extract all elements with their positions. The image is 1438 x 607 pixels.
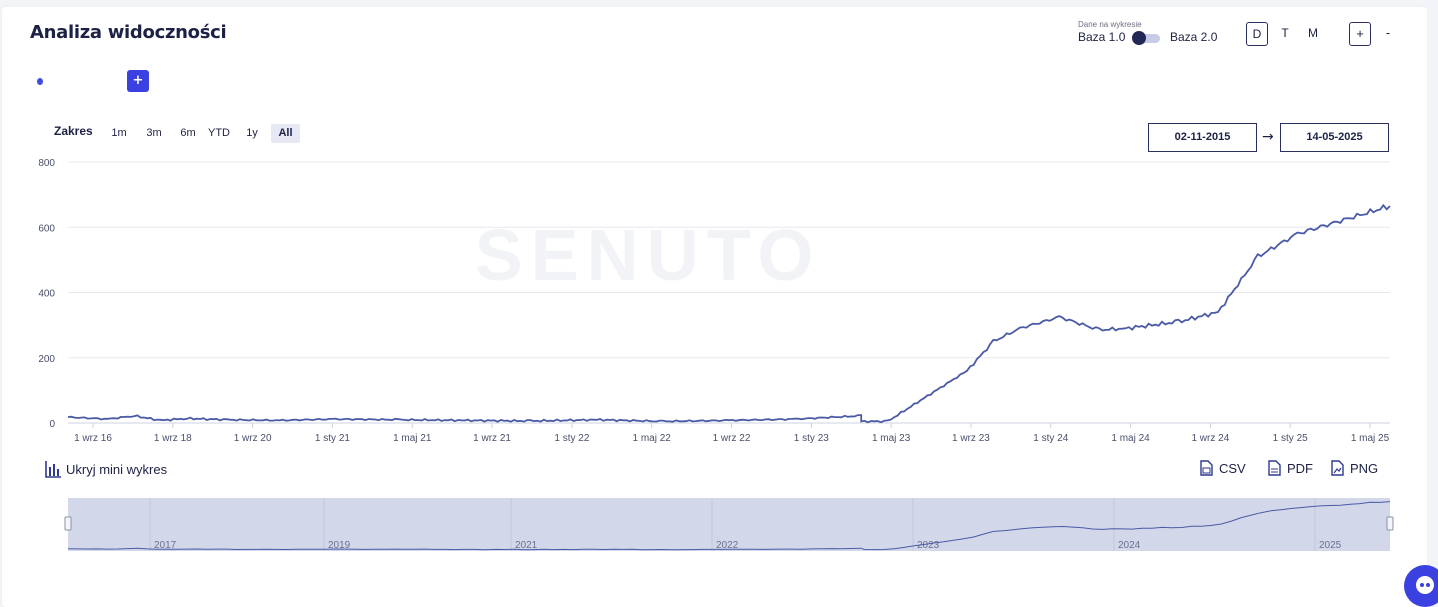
x-tick-label: 1 wrz 23 [952,433,990,444]
chat-icon [1416,576,1434,594]
x-tick-label: 1 wrz 20 [234,433,272,444]
range-all-button[interactable]: All [271,124,300,143]
navigator-year-label: 2021 [515,540,538,551]
period-month-button[interactable]: M [1308,26,1318,40]
add-domain-button[interactable]: + [127,70,149,92]
period-week-button[interactable]: T [1281,26,1289,40]
range-3m-button[interactable]: 3m [146,127,162,139]
y-axis: 0 200 400 600 800 [38,158,55,430]
y-tick-label: 800 [38,158,55,169]
navigator-year-label: 2022 [716,540,739,551]
date-to-input[interactable]: 14-05-2025 [1280,123,1389,152]
png-label: PNG [1350,460,1379,476]
csv-file-icon [1200,460,1213,476]
range-1y-button[interactable]: 1y [246,127,258,139]
x-tick-label: 1 maj 23 [872,433,911,444]
x-tick-label: 1 sty 21 [315,433,350,444]
navigator-selection[interactable] [68,498,1390,551]
x-tick-label: 1 sty 24 [1033,433,1068,444]
hide-mini-chart-label: Ukryj mini wykres [66,461,168,477]
x-tick-label: 1 wrz 16 [74,433,112,444]
export-csv-button[interactable]: CSV [1200,460,1246,476]
baza1-label: Baza 1.0 [1078,30,1126,44]
x-tick-label: 1 sty 23 [794,433,829,444]
x-tick-label: 1 maj 21 [393,433,432,444]
database-toggle[interactable] [1132,31,1160,45]
navigator-year-label: 2019 [328,540,351,551]
data-source-label: Dane na wykresie [1078,20,1142,29]
zoom-in-button[interactable]: + [1349,22,1371,46]
csv-label: CSV [1219,460,1246,476]
page-title: Analiza widoczności [30,22,227,43]
x-axis: 1 wrz 16 1 wrz 18 1 wrz 20 1 sty 21 1 maj 21… [74,423,1390,444]
visibility-series-line [67,203,1391,424]
x-tick-label: 1 maj 24 [1111,433,1150,444]
chart-grid [68,161,1390,424]
range-label: Zakres [54,124,93,138]
navigator-year-label: 2025 [1319,540,1342,551]
date-arrow: → [1262,129,1274,145]
y-tick-label: 0 [49,419,55,430]
chart-bars-icon [45,461,61,478]
y-tick-label: 200 [38,354,55,365]
watermark: SENUTO [475,216,822,296]
date-from-input[interactable]: 02-11-2015 [1148,123,1257,152]
y-tick-label: 400 [38,289,55,300]
pdf-file-icon [1268,460,1281,476]
x-tick-label: 1 sty 25 [1273,433,1308,444]
navigator-year-label: 2017 [154,540,177,551]
x-tick-label: 1 wrz 22 [713,433,751,444]
export-png-button[interactable]: PNG [1331,460,1378,476]
navigator[interactable]: 2017 2019 2021 2022 2023 2024 2025 [64,498,1394,551]
export-pdf-button[interactable]: PDF [1268,460,1313,476]
x-tick-label: 1 wrz 21 [473,433,511,444]
x-tick-label: 1 wrz 24 [1191,433,1229,444]
chat-widget-button[interactable] [1404,565,1438,607]
baza2-label: Baza 2.0 [1170,30,1218,44]
pdf-label: PDF [1287,460,1313,476]
x-tick-label: 1 sty 22 [554,433,589,444]
navigator-year-label: 2024 [1118,540,1141,551]
toggle-track [1136,34,1160,43]
zoom-out-button[interactable]: - [1385,25,1391,40]
range-ytd-button[interactable]: YTD [208,127,230,139]
period-day-button[interactable]: D [1246,22,1268,46]
y-tick-label: 600 [38,223,55,234]
toggle-knob [1132,31,1146,45]
navigator-year-label: 2023 [917,540,940,551]
x-tick-label: 1 wrz 18 [154,433,192,444]
navigator-right-handle[interactable] [1386,516,1394,531]
hide-mini-chart-button[interactable]: Ukryj mini wykres [44,460,167,478]
navigator-series-line [67,501,1391,551]
range-1m-button[interactable]: 1m [111,127,127,139]
range-6m-button[interactable]: 6m [180,127,196,139]
x-tick-label: 1 maj 25 [1351,433,1390,444]
series-dot [37,78,43,85]
x-tick-label: 1 maj 22 [633,433,672,444]
navigator-left-handle[interactable] [64,516,72,531]
png-file-icon [1331,460,1344,476]
